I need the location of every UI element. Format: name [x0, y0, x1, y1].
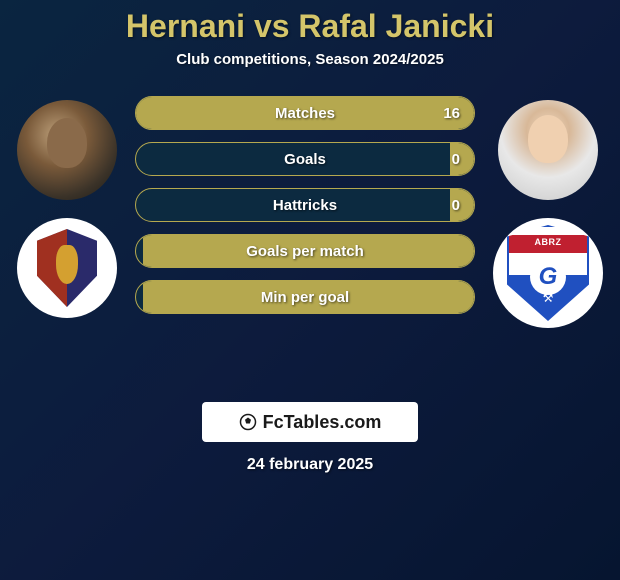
- main-row: Matches 16 Goals 0 Hattricks 0: [0, 96, 620, 328]
- comparison-card: Hernani vs Rafal Janicki Club competitio…: [0, 0, 620, 580]
- right-column: ABRZ G ⚒: [493, 96, 603, 328]
- club-left-badge: [17, 218, 117, 318]
- stat-label: Goals: [284, 151, 326, 168]
- date-text: 24 february 2025: [247, 456, 373, 474]
- shield-icon: [37, 229, 97, 307]
- stat-value-right: 0: [452, 151, 460, 168]
- stat-label: Min per goal: [261, 289, 349, 306]
- subtitle: Club competitions, Season 2024/2025: [176, 51, 444, 68]
- page-title: Hernani vs Rafal Janicki: [126, 8, 494, 45]
- stat-label: Matches: [275, 105, 335, 122]
- club-picks-icon: ⚒: [543, 291, 554, 305]
- stat-row-matches: Matches 16: [135, 96, 475, 130]
- left-column: [17, 96, 117, 318]
- stat-row-goals: Goals 0: [135, 142, 475, 176]
- club-right-badge: ABRZ G ⚒: [493, 218, 603, 328]
- soccer-ball-icon: [239, 413, 257, 431]
- avatar-face-icon: [47, 118, 87, 168]
- brand-text: FcTables.com: [263, 412, 382, 433]
- stat-row-goals-per-match: Goals per match: [135, 234, 475, 268]
- brand-badge: FcTables.com: [202, 402, 418, 442]
- stat-label: Goals per match: [246, 243, 364, 260]
- shield-icon: ABRZ G ⚒: [507, 225, 589, 321]
- club-label: ABRZ: [509, 237, 587, 247]
- stat-value-right: 0: [452, 197, 460, 214]
- player-left-avatar: [17, 100, 117, 200]
- stats-column: Matches 16 Goals 0 Hattricks 0: [135, 96, 475, 314]
- stat-label: Hattricks: [273, 197, 337, 214]
- avatar-face-icon: [528, 115, 568, 163]
- stat-value-right: 16: [443, 105, 460, 122]
- stat-row-min-per-goal: Min per goal: [135, 280, 475, 314]
- club-g-icon: G: [530, 259, 566, 295]
- stat-row-hattricks: Hattricks 0: [135, 188, 475, 222]
- player-right-avatar: [498, 100, 598, 200]
